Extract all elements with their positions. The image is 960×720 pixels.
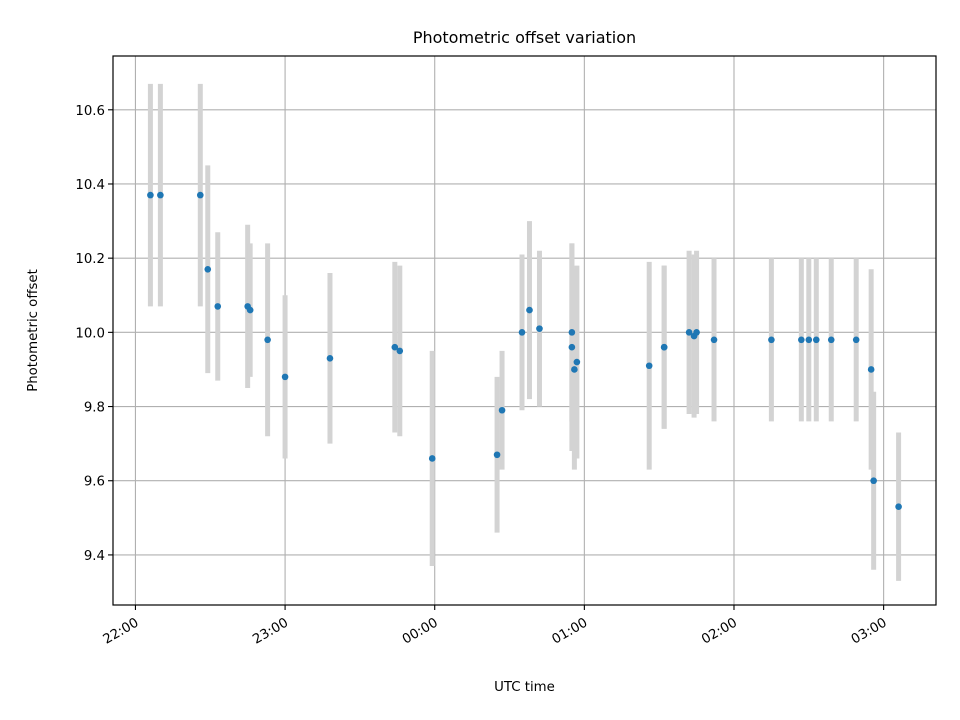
chart-title: Photometric offset variation — [413, 28, 636, 47]
data-point — [571, 366, 578, 373]
data-point — [852, 336, 860, 344]
data-point — [710, 336, 718, 344]
y-tick-label: 9.4 — [84, 549, 105, 564]
y-tick-label: 10.0 — [75, 326, 105, 341]
data-point — [798, 336, 805, 344]
data-point — [685, 329, 693, 336]
y-tick-label: 9.6 — [84, 475, 105, 490]
data-point — [264, 336, 271, 344]
data-point — [391, 343, 399, 351]
data-point — [214, 303, 222, 310]
data-point — [396, 347, 404, 355]
data-point — [568, 343, 576, 351]
data-point — [645, 362, 653, 370]
data-point — [326, 355, 334, 362]
data-point — [518, 329, 526, 336]
y-tick-label: 10.4 — [75, 178, 105, 193]
data-point — [536, 325, 543, 332]
data-point — [895, 503, 902, 510]
data-point — [493, 451, 501, 459]
data-point — [827, 336, 835, 344]
data-point — [805, 336, 813, 344]
y-tick-label: 10.2 — [75, 252, 105, 267]
data-point — [660, 343, 668, 351]
data-point — [281, 373, 289, 381]
data-point — [196, 191, 204, 199]
plot-frame — [112, 55, 937, 606]
y-tick-label: 10.6 — [75, 104, 105, 119]
data-point — [768, 336, 775, 344]
data-point — [157, 191, 164, 199]
data-point — [870, 477, 877, 485]
x-axis-label: UTC time — [494, 680, 555, 695]
data-point — [147, 191, 154, 199]
data-point — [246, 306, 254, 314]
y-tick-label: 9.8 — [84, 401, 105, 416]
data-point — [204, 265, 212, 273]
markers — [147, 191, 902, 510]
y-axis: 9.4 9.6 9.8 10.0 10.2 10.4 10.6 — [75, 104, 113, 564]
data-point — [693, 329, 700, 336]
data-point — [498, 406, 506, 414]
data-point — [812, 336, 820, 344]
data-point — [526, 306, 533, 314]
data-point — [428, 455, 436, 462]
data-point — [573, 358, 581, 366]
data-point — [568, 329, 576, 336]
y-axis-label: Photometric offset — [26, 269, 41, 392]
data-point — [867, 366, 875, 373]
